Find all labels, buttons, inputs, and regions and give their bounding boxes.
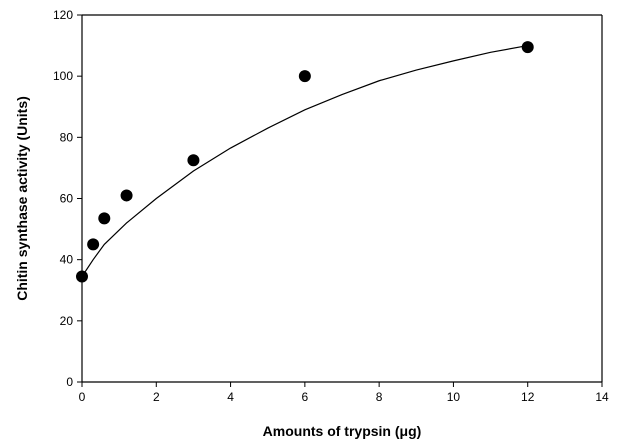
y-tick-label: 60	[60, 192, 74, 206]
y-tick-label: 80	[60, 130, 74, 144]
x-tick-label: 8	[376, 390, 383, 404]
data-point	[187, 154, 200, 167]
x-tick-label: 0	[79, 390, 86, 404]
y-axis-title: Chitin synthase activity (Units)	[14, 96, 30, 301]
x-tick-label: 10	[447, 390, 461, 404]
y-tick-label: 120	[53, 8, 73, 22]
fit-curve	[81, 44, 528, 277]
data-point	[76, 270, 88, 283]
y-axis-ticks: 0 20 40 60 80 100 120	[53, 8, 82, 389]
x-tick-label: 14	[595, 390, 609, 404]
x-tick-label: 2	[153, 390, 160, 404]
plot-area	[81, 14, 603, 383]
data-point	[298, 70, 311, 83]
x-tick-label: 4	[227, 390, 234, 404]
data-point	[87, 238, 100, 251]
data-point	[120, 189, 133, 202]
x-axis-title: Amounts of trypsin (μg)	[263, 423, 422, 439]
data-point	[98, 212, 111, 225]
x-tick-label: 6	[302, 390, 309, 404]
y-tick-label: 0	[66, 375, 73, 389]
y-tick-label: 100	[53, 69, 73, 83]
data-point	[521, 41, 534, 54]
x-axis-ticks: 0 2 4 6 8 10 12 14	[79, 382, 609, 404]
y-tick-label: 20	[60, 314, 74, 328]
y-tick-label: 40	[60, 253, 74, 267]
x-tick-label: 12	[521, 390, 535, 404]
data-points	[76, 41, 534, 283]
